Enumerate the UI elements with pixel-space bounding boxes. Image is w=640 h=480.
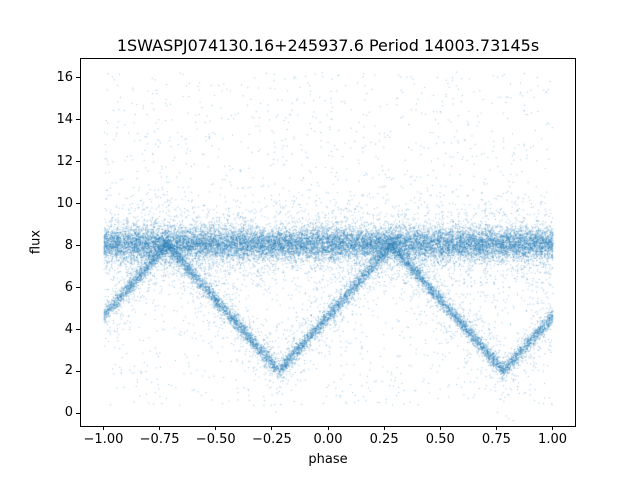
- x-tick-label: 0.50: [425, 432, 455, 447]
- x-tick-mark: [383, 426, 385, 430]
- x-tick-label: 0.00: [313, 432, 343, 447]
- x-tick-mark: [552, 426, 554, 430]
- x-tick-label: −0.75: [139, 432, 180, 447]
- x-tick-mark: [102, 426, 104, 430]
- y-tick-label: 6: [64, 279, 73, 295]
- y-axis-label: flux: [28, 229, 44, 255]
- y-tick-mark: [76, 412, 80, 414]
- x-tick-label: 0.75: [481, 432, 511, 447]
- y-tick-mark: [76, 203, 80, 205]
- scatter-canvas: [81, 59, 575, 426]
- y-tick-mark: [76, 245, 80, 247]
- y-tick-mark: [76, 77, 80, 79]
- y-tick-label: 14: [56, 111, 73, 127]
- x-tick-mark: [495, 426, 497, 430]
- y-tick-mark: [76, 119, 80, 121]
- x-tick-mark: [215, 426, 217, 430]
- y-tick-label: 8: [64, 237, 73, 253]
- x-tick-mark: [439, 426, 441, 430]
- plot-area: [80, 58, 576, 427]
- y-tick-mark: [76, 161, 80, 163]
- x-tick-label: −0.50: [195, 432, 236, 447]
- chart-title: 1SWASPJ074130.16+245937.6 Period 14003.7…: [116, 36, 540, 55]
- y-tick-label: 12: [56, 153, 73, 169]
- x-tick-label: 0.25: [369, 432, 399, 447]
- y-tick-label: 4: [64, 321, 73, 337]
- x-tick-label: −1.00: [83, 432, 124, 447]
- x-axis-label: phase: [308, 452, 348, 467]
- y-tick-label: 2: [64, 363, 73, 379]
- y-tick-label: 0: [64, 405, 73, 421]
- y-tick-mark: [76, 287, 80, 289]
- y-tick-mark: [76, 370, 80, 372]
- x-tick-mark: [271, 426, 273, 430]
- x-tick-mark: [327, 426, 329, 430]
- y-tick-label: 10: [56, 195, 73, 211]
- x-tick-label: 1.00: [538, 432, 568, 447]
- y-tick-mark: [76, 329, 80, 331]
- x-tick-mark: [159, 426, 161, 430]
- y-tick-label: 16: [56, 69, 73, 85]
- x-tick-label: −0.25: [251, 432, 292, 447]
